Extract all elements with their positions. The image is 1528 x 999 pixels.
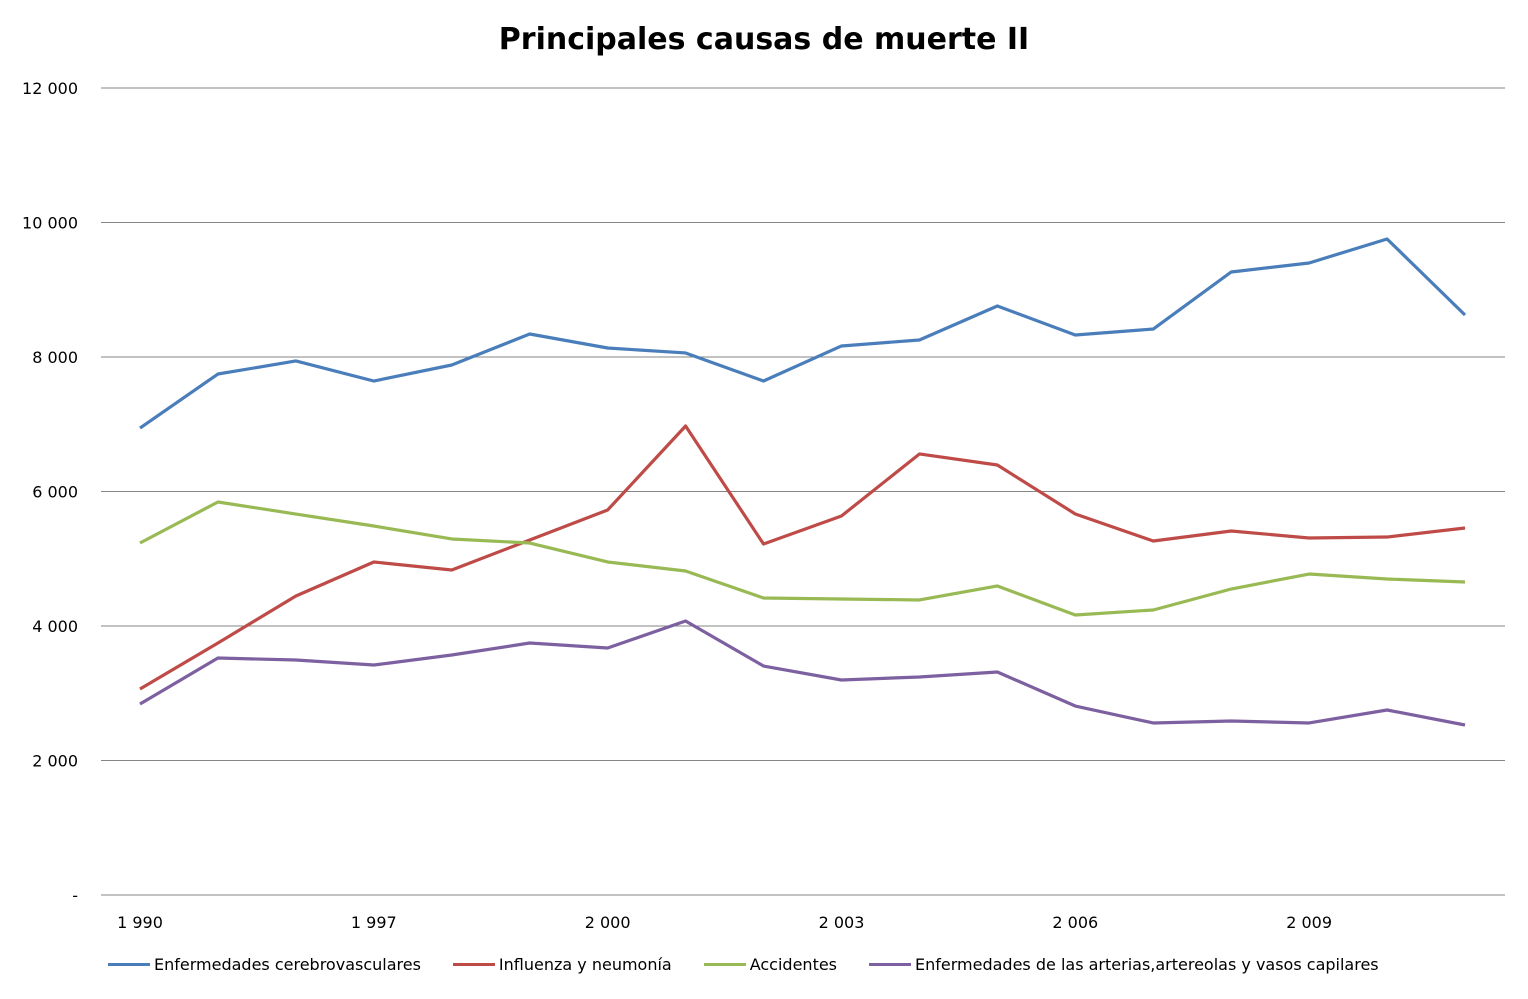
series-line-0 <box>139 237 1467 430</box>
y-tick-label: 8 000 <box>32 348 78 367</box>
x-tick-label: 2 006 <box>1052 913 1098 932</box>
legend-swatch <box>452 963 495 966</box>
legend-swatch <box>703 963 746 966</box>
legend-swatch <box>869 963 912 966</box>
legend-swatch <box>108 963 150 966</box>
x-tick-label: 2 009 <box>1286 913 1332 932</box>
legend-item: Influenza y neumonía <box>452 955 672 974</box>
legend-label: Accidentes <box>749 955 838 974</box>
legend: Enfermedades cerebrovasculares Influenza … <box>108 955 1411 974</box>
x-tick-label: 1 997 <box>351 913 397 932</box>
chart-title: Principales causas de muerte II <box>498 22 1030 57</box>
legend-item: Enfermedades cerebrovasculares <box>108 955 421 974</box>
y-tick-label: 6 000 <box>32 483 78 502</box>
y-tick-label: 10 000 <box>22 214 78 233</box>
legend-label: Enfermedades cerebrovasculares <box>154 955 421 974</box>
x-tick-label: 2 000 <box>585 913 631 932</box>
y-tick-label: - <box>72 886 78 905</box>
legend-item: Enfermedades de las arterias,artereolas … <box>869 955 1379 974</box>
x-tick-label: 2 003 <box>819 913 865 932</box>
legend-label: Enfermedades de las arterias,artereolas … <box>915 955 1379 974</box>
x-tick-label: 1 990 <box>117 913 163 932</box>
series-line-2 <box>139 500 1466 617</box>
series-line-1 <box>139 424 1466 691</box>
legend-item: Accidentes <box>703 955 838 974</box>
legend-label: Influenza y neumonía <box>498 955 672 974</box>
y-tick-label: 4 000 <box>32 617 78 636</box>
series-line-3 <box>139 619 1466 727</box>
y-tick-label: 12 000 <box>22 79 78 98</box>
y-tick-label: 2 000 <box>32 752 78 771</box>
